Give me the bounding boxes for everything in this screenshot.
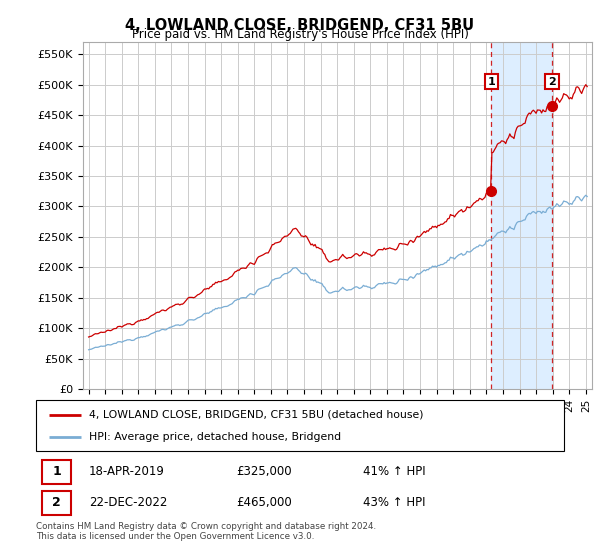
- FancyBboxPatch shape: [43, 460, 71, 483]
- Text: HPI: Average price, detached house, Bridgend: HPI: Average price, detached house, Brid…: [89, 432, 341, 442]
- Bar: [491, 42, 552, 389]
- Text: 1: 1: [52, 465, 61, 478]
- Text: 4, LOWLAND CLOSE, BRIDGEND, CF31 5BU (detached house): 4, LOWLAND CLOSE, BRIDGEND, CF31 5BU (de…: [89, 409, 424, 419]
- Text: £465,000: £465,000: [236, 497, 292, 510]
- Text: 2: 2: [548, 77, 556, 87]
- Text: 43% ↑ HPI: 43% ↑ HPI: [364, 497, 426, 510]
- Text: 4, LOWLAND CLOSE, BRIDGEND, CF31 5BU: 4, LOWLAND CLOSE, BRIDGEND, CF31 5BU: [125, 18, 475, 33]
- Text: 41% ↑ HPI: 41% ↑ HPI: [364, 465, 426, 478]
- Text: 18-APR-2019: 18-APR-2019: [89, 465, 164, 478]
- FancyBboxPatch shape: [43, 491, 71, 515]
- FancyBboxPatch shape: [36, 400, 564, 451]
- Text: £325,000: £325,000: [236, 465, 292, 478]
- Text: 22-DEC-2022: 22-DEC-2022: [89, 497, 167, 510]
- Text: 2: 2: [52, 497, 61, 510]
- Text: Price paid vs. HM Land Registry's House Price Index (HPI): Price paid vs. HM Land Registry's House …: [131, 28, 469, 41]
- Text: Contains HM Land Registry data © Crown copyright and database right 2024.
This d: Contains HM Land Registry data © Crown c…: [36, 522, 376, 542]
- Text: 1: 1: [487, 77, 495, 87]
